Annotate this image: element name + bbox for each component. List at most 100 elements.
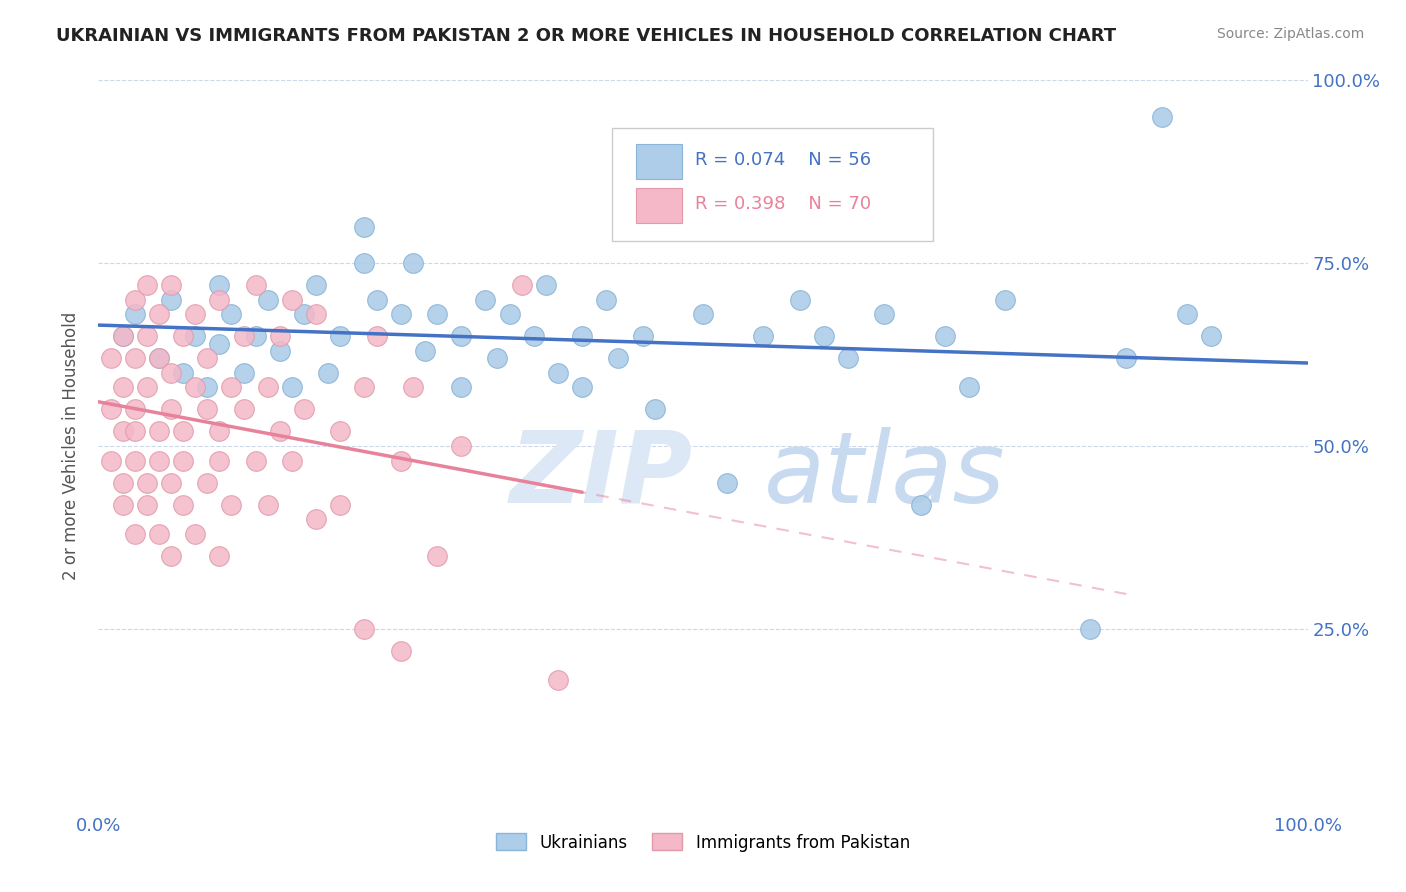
Bar: [637, 144, 682, 179]
Point: [256, 293, 278, 307]
Point: [1152, 110, 1174, 124]
Point: [269, 425, 291, 439]
Point: [450, 380, 472, 394]
Point: [124, 351, 146, 366]
Point: [994, 293, 1017, 307]
Point: [474, 293, 496, 307]
Point: [523, 329, 546, 343]
Point: [195, 351, 218, 366]
Point: [232, 366, 254, 380]
Point: [486, 351, 509, 366]
Text: Source: ZipAtlas.com: Source: ZipAtlas.com: [1216, 27, 1364, 41]
Point: [389, 307, 412, 321]
Point: [172, 425, 194, 439]
Point: [498, 307, 520, 321]
Point: [595, 293, 617, 307]
Point: [172, 453, 194, 467]
Point: [292, 307, 315, 321]
Point: [245, 453, 267, 467]
Point: [208, 278, 231, 293]
Point: [305, 512, 328, 526]
Point: [100, 402, 122, 417]
Point: [195, 402, 218, 417]
Point: [221, 307, 243, 321]
Point: [353, 380, 375, 394]
Point: [221, 498, 243, 512]
Point: [100, 453, 122, 467]
Point: [135, 498, 157, 512]
Point: [160, 293, 183, 307]
Point: [292, 402, 315, 417]
Point: [269, 329, 291, 343]
Legend: Ukrainians, Immigrants from Pakistan: Ukrainians, Immigrants from Pakistan: [489, 827, 917, 858]
Point: [366, 293, 388, 307]
Point: [353, 219, 375, 234]
Point: [195, 380, 218, 394]
Point: [208, 336, 231, 351]
Point: [402, 256, 425, 270]
Point: [221, 380, 243, 394]
Text: UKRAINIAN VS IMMIGRANTS FROM PAKISTAN 2 OR MORE VEHICLES IN HOUSEHOLD CORRELATIO: UKRAINIAN VS IMMIGRANTS FROM PAKISTAN 2 …: [56, 27, 1116, 45]
Point: [571, 329, 593, 343]
Point: [873, 307, 896, 321]
Point: [534, 278, 557, 293]
Point: [547, 366, 569, 380]
Text: R = 0.398    N = 70: R = 0.398 N = 70: [695, 194, 870, 213]
Point: [111, 475, 134, 490]
Point: [184, 380, 207, 394]
Bar: [637, 188, 682, 223]
Point: [426, 307, 449, 321]
Point: [160, 366, 183, 380]
Point: [172, 329, 194, 343]
Text: atlas: atlas: [763, 426, 1005, 524]
Point: [256, 380, 278, 394]
Point: [184, 307, 207, 321]
Point: [389, 453, 412, 467]
Point: [160, 402, 183, 417]
Point: [111, 329, 134, 343]
Point: [644, 402, 666, 417]
Point: [184, 329, 207, 343]
Point: [148, 425, 170, 439]
Point: [124, 293, 146, 307]
Point: [510, 278, 533, 293]
Point: [124, 307, 146, 321]
Point: [135, 380, 157, 394]
Point: [160, 475, 183, 490]
Point: [195, 475, 218, 490]
Point: [837, 351, 859, 366]
Point: [305, 307, 328, 321]
Point: [353, 622, 375, 636]
Point: [571, 380, 593, 394]
Point: [135, 329, 157, 343]
Point: [813, 329, 835, 343]
Point: [450, 439, 472, 453]
Point: [547, 673, 569, 687]
Point: [269, 343, 291, 358]
Point: [316, 366, 339, 380]
Point: [208, 425, 231, 439]
Point: [413, 343, 436, 358]
Point: [366, 329, 388, 343]
Point: [256, 498, 278, 512]
Point: [1115, 351, 1137, 366]
Point: [305, 278, 328, 293]
Point: [172, 366, 194, 380]
Point: [281, 380, 304, 394]
Point: [329, 425, 352, 439]
Point: [934, 329, 956, 343]
Point: [1078, 622, 1101, 636]
Point: [148, 351, 170, 366]
Point: [111, 425, 134, 439]
Point: [281, 453, 304, 467]
Point: [245, 329, 267, 343]
Point: [607, 351, 630, 366]
Point: [111, 329, 134, 343]
Point: [135, 278, 157, 293]
Point: [426, 549, 449, 563]
Point: [111, 498, 134, 512]
Point: [124, 453, 146, 467]
Point: [450, 329, 472, 343]
Point: [329, 498, 352, 512]
Point: [631, 329, 654, 343]
